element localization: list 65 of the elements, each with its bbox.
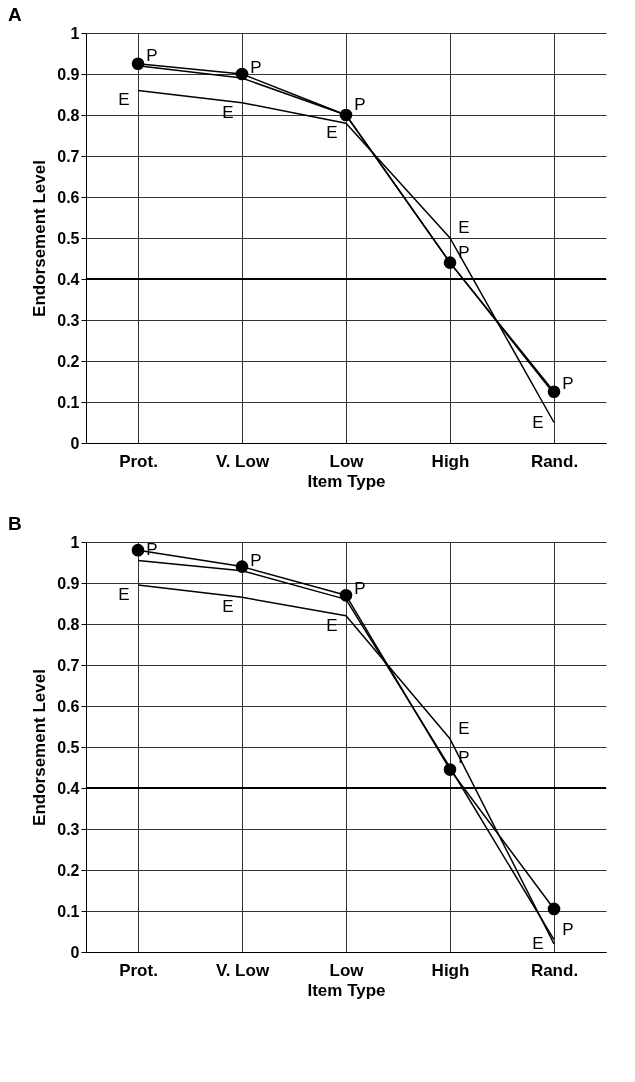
text: E <box>326 123 338 143</box>
x-tick-label: High <box>431 960 470 980</box>
text: E <box>532 412 544 432</box>
text: E <box>118 585 130 605</box>
y-tick-label: 0.2 <box>57 861 80 879</box>
y-axis-title: Endorsement Level <box>30 160 50 317</box>
x-axis-title: Item Type <box>307 980 386 1000</box>
x-tick-label: Rand. <box>530 451 579 471</box>
y-tick-label: 0.5 <box>57 738 80 756</box>
y-tick-label: 0.8 <box>57 106 80 124</box>
y-tick-label: 0.4 <box>57 270 80 288</box>
y-tick-label: 0.7 <box>57 147 80 165</box>
y-axis-title: Endorsement Level <box>30 669 50 826</box>
point <box>235 67 249 81</box>
point <box>131 57 145 71</box>
y-tick-label: 0.3 <box>57 820 80 838</box>
y-tick-label: 0.4 <box>57 779 80 797</box>
text: P <box>250 58 262 78</box>
point <box>235 560 249 573</box>
point <box>339 108 353 122</box>
point <box>443 763 457 776</box>
y-tick-label: 0.9 <box>57 65 80 83</box>
x-tick-label: V. Low <box>215 960 270 980</box>
y-tick-label: 0 <box>70 434 80 452</box>
chart-title: A <box>8 4 22 25</box>
series-label: P <box>146 45 158 65</box>
text: E <box>118 90 130 110</box>
y-tick-label: 0.6 <box>57 188 80 206</box>
y-tick-label: 0.1 <box>57 393 80 411</box>
text: P <box>250 550 262 570</box>
x-tick-label: High <box>431 451 470 471</box>
y-tick-label: 0.9 <box>57 574 80 592</box>
x-tick-label: Prot. <box>119 451 158 471</box>
point <box>547 385 561 399</box>
x-tick-label: Prot. <box>119 960 158 980</box>
x-tick-label: Rand. <box>530 960 579 980</box>
y-tick-label: 1 <box>70 533 80 551</box>
text: P <box>458 747 470 767</box>
text: P <box>458 242 470 262</box>
y-tick-label: 0.5 <box>57 229 80 247</box>
text: P <box>562 919 574 939</box>
x-tick-label: Low <box>329 451 365 471</box>
x-tick-label: Low <box>329 960 365 980</box>
y-tick-label: 0.8 <box>57 615 80 633</box>
y-tick-label: 0.2 <box>57 352 80 370</box>
text: P <box>354 579 366 599</box>
text: P <box>562 373 574 393</box>
text: E <box>458 718 470 738</box>
x-axis-title: Item Type <box>307 471 386 491</box>
y-tick-label: 0.3 <box>57 311 80 329</box>
point <box>443 256 457 269</box>
y-tick-label: 1 <box>70 24 80 42</box>
y-tick-label: 0.7 <box>57 656 80 674</box>
y-tick-label: 0.6 <box>57 697 80 715</box>
text: E <box>458 218 470 237</box>
y-tick-label: 0 <box>70 943 80 961</box>
text: P <box>354 95 366 114</box>
chart-title: B <box>8 513 22 534</box>
y-tick-label: 0.1 <box>57 902 80 920</box>
series-label: E <box>222 597 234 617</box>
x-tick-label: V. Low <box>215 451 270 471</box>
point <box>131 543 145 557</box>
point <box>339 588 353 602</box>
point <box>547 902 561 916</box>
text: E <box>532 933 544 953</box>
